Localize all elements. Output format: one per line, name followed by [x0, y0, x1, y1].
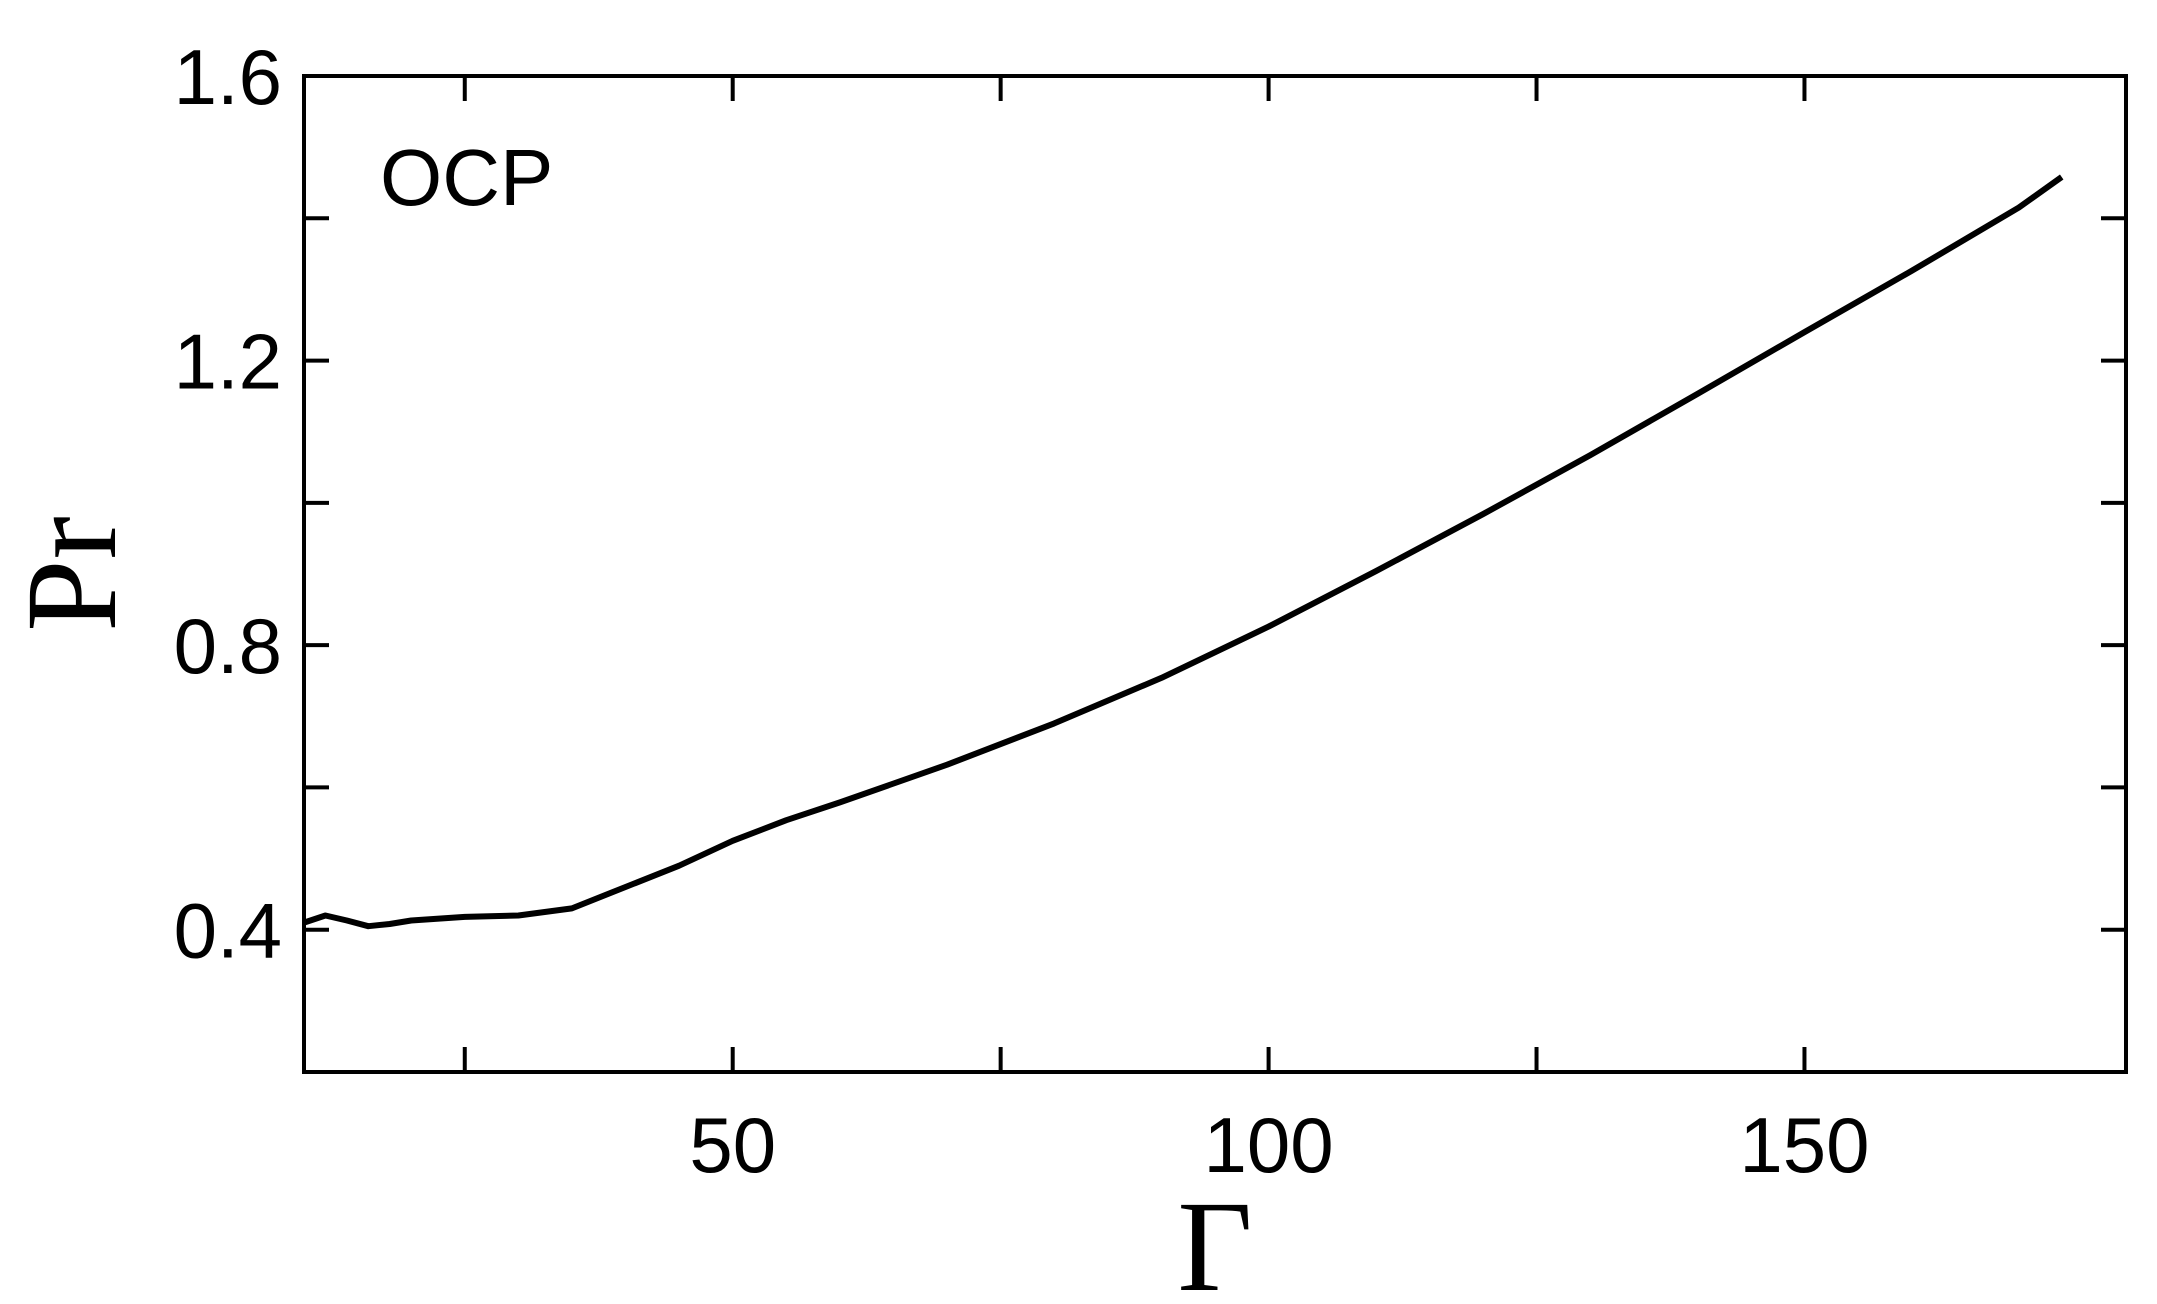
y-tick-label: 0.8 [174, 602, 282, 690]
data-line [303, 174, 2064, 930]
x-tick-label: 150 [1739, 1101, 1869, 1189]
plot-frame [302, 74, 2128, 1074]
x-tick-label: 50 [689, 1101, 776, 1189]
y-tick-label: 0.4 [174, 887, 282, 975]
x-tick-label: 100 [1204, 1101, 1334, 1189]
y-axis-label: Pr [0, 516, 144, 632]
y-tick-label: 1.2 [174, 318, 282, 406]
y-tick-label: 1.6 [174, 33, 282, 121]
annotation: OCP [380, 133, 553, 222]
x-axis-label: Γ [1177, 1175, 1252, 1304]
